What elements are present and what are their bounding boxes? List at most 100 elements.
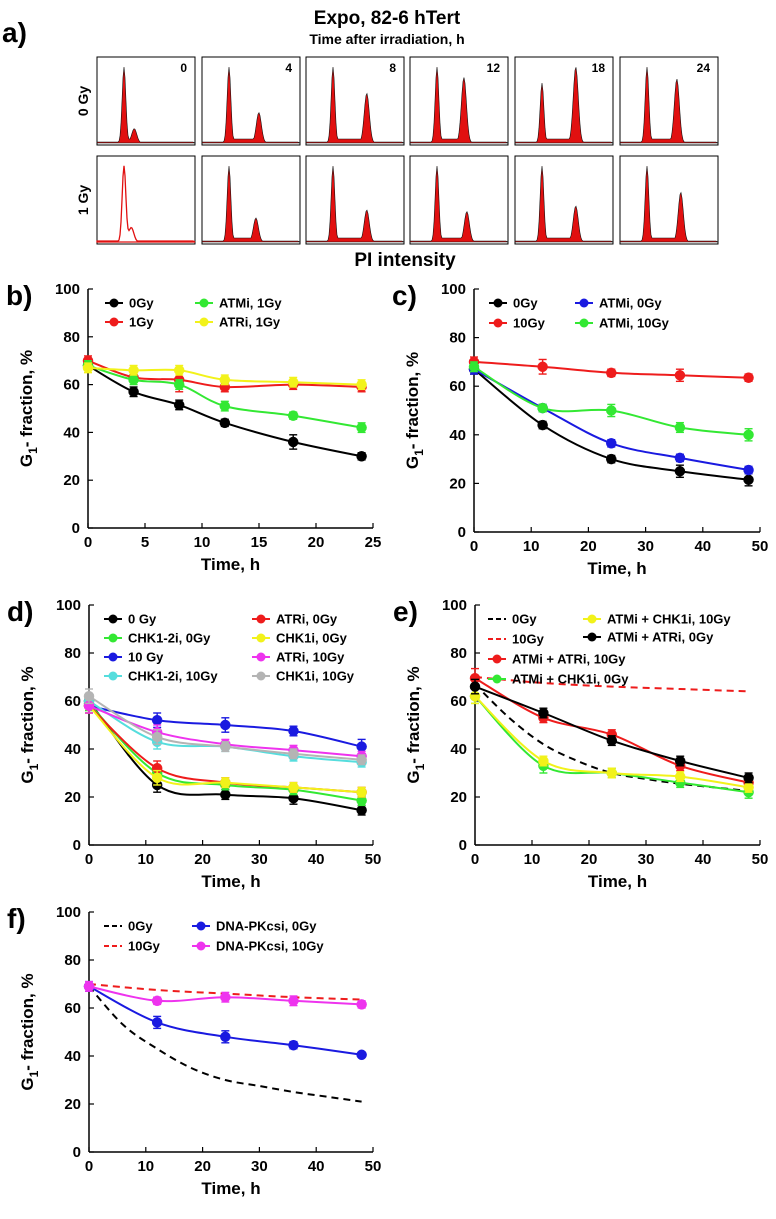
data-point — [151, 1017, 163, 1028]
data-point — [606, 735, 618, 746]
y-tick-label: 20 — [64, 1096, 81, 1113]
data-point — [606, 367, 617, 379]
data-point — [356, 999, 367, 1010]
x-tick-label: 50 — [752, 538, 769, 555]
histogram-trace — [201, 165, 301, 243]
legend-swatch-marker — [579, 298, 589, 308]
legend-item: 0Gy — [489, 296, 538, 311]
y-tick-label: 80 — [64, 952, 81, 969]
legend-item: ATMi + ATRi, 10Gy — [488, 652, 626, 667]
x-tick-label: 40 — [695, 851, 712, 868]
histogram-trace — [201, 66, 301, 144]
data-point — [287, 436, 299, 448]
data-point — [743, 429, 754, 441]
legend-label: 10Gy — [512, 632, 545, 647]
legend-label: ATMi, 0Gy — [599, 296, 662, 311]
data-point — [356, 754, 367, 766]
histogram-trace — [514, 67, 614, 144]
data-point — [743, 372, 754, 383]
x-tick-label: 0 — [471, 851, 479, 868]
legend-item: ATMi, 0Gy — [575, 296, 662, 311]
data-point — [287, 376, 299, 388]
y-tick-label: 40 — [450, 741, 467, 758]
x-tick-label: 10 — [523, 538, 540, 555]
y-tick-label: 100 — [56, 904, 81, 921]
histogram-frame — [619, 155, 719, 245]
y-tick-label: 100 — [56, 597, 81, 614]
data-point — [128, 365, 139, 376]
y-tick-label: 60 — [64, 693, 81, 710]
legend-label: ATMi + ATRi, 0Gy — [607, 630, 714, 645]
x-tick-label: 0 — [84, 534, 92, 551]
y-axis-label-rest: - fraction, % — [17, 350, 36, 447]
legend-swatch-marker — [199, 317, 209, 327]
series-b-3 — [82, 362, 367, 391]
y-axis-label: G1- fraction, % — [404, 666, 427, 783]
histogram-trace — [619, 165, 719, 243]
y-tick-label: 0 — [72, 520, 80, 537]
legend-item: ATRi, 10Gy — [252, 650, 345, 665]
data-point — [220, 789, 231, 800]
histogram-box-1-5 — [619, 155, 719, 245]
histogram-trace — [409, 165, 509, 243]
histogram-frame — [96, 155, 196, 245]
row-label-1: 1 Gy — [75, 185, 91, 216]
legend-item: ATMi + CHK1i, 10Gy — [583, 612, 731, 627]
data-point — [743, 772, 754, 784]
histogram-trace — [96, 165, 196, 243]
data-point — [606, 453, 617, 465]
legend-label: ATRi, 1Gy — [219, 315, 281, 330]
data-point — [82, 362, 94, 374]
legend-label: ATMi, 10Gy — [599, 316, 670, 331]
data-point — [151, 995, 163, 1007]
histogram-box-0-1: 4 — [201, 56, 301, 146]
data-point — [288, 725, 299, 737]
panel-label-e: e) — [393, 596, 418, 627]
y-axis-label-main: G — [17, 454, 36, 467]
data-point — [468, 361, 480, 373]
x-tick-label: 10 — [524, 851, 541, 868]
y-axis-label-sub: 1 — [27, 1070, 41, 1077]
data-point — [83, 981, 95, 992]
data-point — [173, 365, 185, 376]
data-point — [674, 370, 686, 381]
x-tick-label: 10 — [137, 851, 154, 868]
histogram-frame — [96, 56, 196, 146]
legend-label: CHK1-2i, 0Gy — [128, 631, 211, 646]
y-tick-label: 40 — [449, 427, 466, 444]
time-label-18: 18 — [592, 61, 606, 75]
data-point — [128, 374, 139, 386]
x-tick-label: 50 — [365, 1158, 382, 1175]
legend-swatch-marker — [109, 298, 119, 308]
y-tick-label: 20 — [63, 472, 80, 489]
series-line — [474, 676, 749, 693]
y-axis-label-rest: - fraction, % — [18, 666, 37, 763]
x-tick-label: 20 — [581, 851, 598, 868]
data-point — [173, 399, 185, 411]
data-point — [219, 374, 231, 386]
legend-swatch-marker — [108, 652, 118, 662]
data-point — [288, 748, 299, 760]
legend-item: 10 Gy — [104, 650, 164, 665]
y-tick-label: 40 — [64, 1048, 81, 1065]
histogram-trace — [514, 165, 614, 243]
y-axis-label-rest: - fraction, % — [18, 973, 37, 1070]
legend-swatch-marker — [256, 652, 266, 662]
histogram-trace — [409, 66, 509, 144]
data-point — [83, 690, 95, 702]
legend-item: 0Gy — [104, 919, 153, 934]
chart-d: d) 0 20 40 60 80 100 0 10 20 30 40 50 Time, h G1- frac… — [7, 596, 381, 891]
histogram-box-0-4: 18 — [514, 56, 614, 146]
x-tick-label: 40 — [308, 1158, 325, 1175]
legend-item: DNA-PKcsi, 10Gy — [192, 939, 324, 954]
histogram-box-1-2 — [305, 155, 405, 245]
x-tick-label: 5 — [141, 534, 149, 551]
data-point — [219, 400, 231, 412]
series-f-0 — [88, 985, 362, 1103]
y-axis-label-main: G — [18, 770, 37, 783]
histogram-trace — [619, 66, 719, 144]
histogram-frame — [619, 56, 719, 146]
legend-item: 1Gy — [105, 315, 154, 330]
time-label-8: 8 — [389, 61, 396, 75]
